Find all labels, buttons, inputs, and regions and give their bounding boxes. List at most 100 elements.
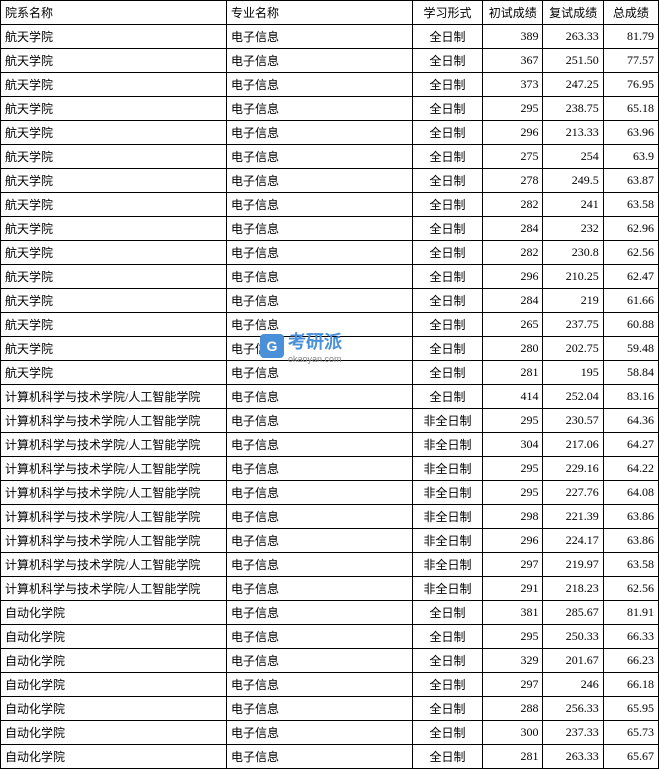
table-cell: 281 xyxy=(483,745,543,769)
table-cell: 计算机科学与技术学院/人工智能学院 xyxy=(1,529,227,553)
table-cell: 计算机科学与技术学院/人工智能学院 xyxy=(1,385,227,409)
table-cell: 65.67 xyxy=(603,745,658,769)
table-cell: 263.33 xyxy=(543,745,603,769)
table-cell: 航天学院 xyxy=(1,145,227,169)
table-cell: 296 xyxy=(483,529,543,553)
table-cell: 计算机科学与技术学院/人工智能学院 xyxy=(1,505,227,529)
table-cell: 256.33 xyxy=(543,697,603,721)
table-cell: 76.95 xyxy=(603,73,658,97)
table-cell: 251.50 xyxy=(543,49,603,73)
table-row: 计算机科学与技术学院/人工智能学院电子信息全日制414252.0483.16 xyxy=(1,385,659,409)
table-cell: 263.33 xyxy=(543,25,603,49)
table-cell: 227.76 xyxy=(543,481,603,505)
table-row: 航天学院电子信息全日制296213.3363.96 xyxy=(1,121,659,145)
table-cell: 284 xyxy=(483,217,543,241)
table-cell: 63.96 xyxy=(603,121,658,145)
table-cell: 电子信息 xyxy=(227,673,413,697)
table-cell: 298 xyxy=(483,505,543,529)
table-cell: 电子信息 xyxy=(227,577,413,601)
table-cell: 非全日制 xyxy=(412,457,482,481)
table-cell: 电子信息 xyxy=(227,121,413,145)
table-row: 计算机科学与技术学院/人工智能学院电子信息非全日制298221.3963.86 xyxy=(1,505,659,529)
table-cell: 电子信息 xyxy=(227,289,413,313)
table-cell: 65.95 xyxy=(603,697,658,721)
table-cell: 电子信息 xyxy=(227,97,413,121)
table-cell: 全日制 xyxy=(412,97,482,121)
table-cell: 电子信息 xyxy=(227,745,413,769)
table-cell: 202.75 xyxy=(543,337,603,361)
table-cell: 297 xyxy=(483,553,543,577)
table-cell: 66.33 xyxy=(603,625,658,649)
table-cell: 278 xyxy=(483,169,543,193)
table-cell: 230.57 xyxy=(543,409,603,433)
table-cell: 297 xyxy=(483,673,543,697)
table-cell: 全日制 xyxy=(412,193,482,217)
table-row: 航天学院电子信息全日制28224163.58 xyxy=(1,193,659,217)
table-cell: 285.67 xyxy=(543,601,603,625)
table-cell: 电子信息 xyxy=(227,361,413,385)
table-cell: 195 xyxy=(543,361,603,385)
table-row: 航天学院电子信息全日制265237.7560.88 xyxy=(1,313,659,337)
table-cell: 计算机科学与技术学院/人工智能学院 xyxy=(1,577,227,601)
table-cell: 389 xyxy=(483,25,543,49)
table-cell: 241 xyxy=(543,193,603,217)
table-cell: 381 xyxy=(483,601,543,625)
table-row: 航天学院电子信息全日制280202.7559.48 xyxy=(1,337,659,361)
table-cell: 221.39 xyxy=(543,505,603,529)
table-cell: 电子信息 xyxy=(227,553,413,577)
table-cell: 64.36 xyxy=(603,409,658,433)
table-cell: 全日制 xyxy=(412,313,482,337)
table-cell: 电子信息 xyxy=(227,193,413,217)
table-cell: 全日制 xyxy=(412,721,482,745)
table-cell: 329 xyxy=(483,649,543,673)
table-cell: 63.87 xyxy=(603,169,658,193)
table-cell: 电子信息 xyxy=(227,505,413,529)
table-cell: 230.8 xyxy=(543,241,603,265)
table-cell: 232 xyxy=(543,217,603,241)
table-cell: 249.5 xyxy=(543,169,603,193)
table-cell: 281 xyxy=(483,361,543,385)
table-cell: 295 xyxy=(483,97,543,121)
table-cell: 全日制 xyxy=(412,361,482,385)
table-cell: 计算机科学与技术学院/人工智能学院 xyxy=(1,433,227,457)
table-cell: 81.91 xyxy=(603,601,658,625)
table-cell: 62.56 xyxy=(603,577,658,601)
table-cell: 238.75 xyxy=(543,97,603,121)
table-cell: 373 xyxy=(483,73,543,97)
table-cell: 非全日制 xyxy=(412,409,482,433)
table-cell: 非全日制 xyxy=(412,577,482,601)
table-cell: 电子信息 xyxy=(227,433,413,457)
table-cell: 电子信息 xyxy=(227,649,413,673)
table-cell: 291 xyxy=(483,577,543,601)
table-row: 自动化学院电子信息全日制288256.3365.95 xyxy=(1,697,659,721)
table-row: 航天学院电子信息全日制282230.862.56 xyxy=(1,241,659,265)
table-row: 航天学院电子信息全日制28421961.66 xyxy=(1,289,659,313)
table-cell: 246 xyxy=(543,673,603,697)
table-cell: 自动化学院 xyxy=(1,721,227,745)
table-cell: 237.33 xyxy=(543,721,603,745)
table-cell: 航天学院 xyxy=(1,169,227,193)
table-row: 计算机科学与技术学院/人工智能学院电子信息非全日制304217.0664.27 xyxy=(1,433,659,457)
table-cell: 210.25 xyxy=(543,265,603,289)
table-cell: 非全日制 xyxy=(412,553,482,577)
table-cell: 非全日制 xyxy=(412,433,482,457)
table-row: 计算机科学与技术学院/人工智能学院电子信息非全日制295230.5764.36 xyxy=(1,409,659,433)
table-cell: 213.33 xyxy=(543,121,603,145)
table-cell: 66.23 xyxy=(603,649,658,673)
table-cell: 计算机科学与技术学院/人工智能学院 xyxy=(1,457,227,481)
table-cell: 全日制 xyxy=(412,241,482,265)
table-cell: 电子信息 xyxy=(227,217,413,241)
table-cell: 非全日制 xyxy=(412,481,482,505)
table-cell: 237.75 xyxy=(543,313,603,337)
table-cell: 电子信息 xyxy=(227,625,413,649)
table-cell: 280 xyxy=(483,337,543,361)
table-row: 自动化学院电子信息全日制381285.6781.91 xyxy=(1,601,659,625)
table-cell: 计算机科学与技术学院/人工智能学院 xyxy=(1,409,227,433)
table-cell: 航天学院 xyxy=(1,97,227,121)
table-cell: 电子信息 xyxy=(227,169,413,193)
header-type: 学习形式 xyxy=(412,1,482,25)
scores-table: 院系名称 专业名称 学习形式 初试成绩 复试成绩 总成绩 航天学院电子信息全日制… xyxy=(0,0,659,769)
table-cell: 计算机科学与技术学院/人工智能学院 xyxy=(1,553,227,577)
table-cell: 219 xyxy=(543,289,603,313)
table-cell: 62.47 xyxy=(603,265,658,289)
